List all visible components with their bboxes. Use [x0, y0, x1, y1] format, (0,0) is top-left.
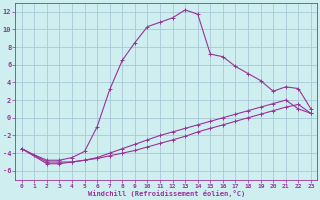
X-axis label: Windchill (Refroidissement éolien,°C): Windchill (Refroidissement éolien,°C) [88, 190, 245, 197]
